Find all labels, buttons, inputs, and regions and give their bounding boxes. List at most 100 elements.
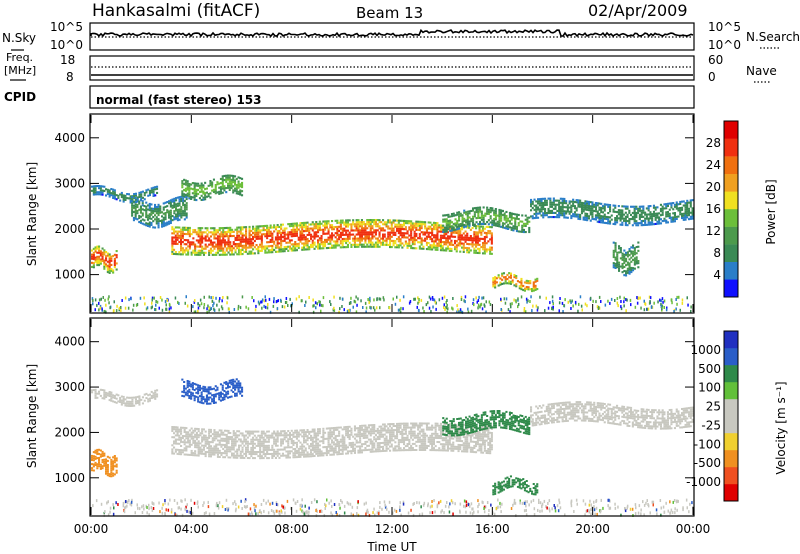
- cell: [194, 253, 197, 256]
- cell: [238, 244, 241, 247]
- speckle: [425, 303, 428, 307]
- cell: [540, 210, 543, 213]
- speckle: [154, 308, 157, 312]
- cell: [408, 220, 411, 223]
- cell: [476, 235, 479, 238]
- cell: [195, 432, 198, 434]
- speckle: [644, 302, 647, 306]
- cell: [575, 201, 578, 204]
- cell: [216, 237, 219, 240]
- cell: [619, 217, 622, 220]
- cell: [206, 235, 209, 238]
- cell: [218, 443, 221, 446]
- cell: [267, 232, 270, 235]
- cell: [331, 228, 334, 231]
- cell: [528, 220, 531, 223]
- cell: [205, 388, 208, 391]
- cell: [566, 204, 569, 207]
- cell: [113, 459, 116, 462]
- cell: [425, 229, 428, 232]
- cell: [106, 252, 109, 255]
- cell: [327, 232, 330, 235]
- cell: [531, 215, 534, 218]
- cell: [601, 207, 604, 210]
- cell: [185, 253, 188, 256]
- speckle: [213, 301, 215, 305]
- cell: [420, 247, 423, 250]
- cell: [287, 235, 290, 238]
- cell: [266, 430, 269, 433]
- cell: [262, 436, 265, 439]
- cell: [201, 448, 204, 451]
- cell: [537, 198, 540, 201]
- cell: [180, 241, 183, 244]
- cell: [188, 187, 191, 190]
- cell: [131, 200, 134, 203]
- cell: [208, 441, 211, 443]
- cell: [136, 200, 139, 203]
- cell: [382, 239, 385, 242]
- cell: [227, 456, 230, 459]
- cell: [148, 207, 151, 210]
- cell: [432, 234, 435, 237]
- cell: [185, 247, 188, 250]
- cell: [99, 252, 102, 255]
- cell: [415, 224, 418, 227]
- speckle: [364, 301, 367, 305]
- cell: [290, 249, 293, 252]
- cell: [212, 393, 215, 396]
- cell: [329, 224, 332, 227]
- cell: [234, 181, 237, 184]
- speckle: [184, 301, 186, 305]
- cell: [614, 217, 617, 220]
- cell: [206, 233, 209, 236]
- cell: [257, 250, 260, 253]
- cell: [110, 473, 113, 476]
- cell: [422, 247, 425, 250]
- cell: [245, 448, 248, 451]
- cell: [556, 214, 559, 217]
- cell: [162, 222, 165, 225]
- cell: [533, 212, 536, 215]
- cell: [108, 189, 111, 192]
- cell: [315, 227, 318, 230]
- cell: [306, 240, 309, 243]
- cell: [524, 214, 527, 217]
- cell: [367, 237, 370, 240]
- speckle: [233, 308, 236, 311]
- cell: [503, 218, 506, 221]
- cell: [522, 228, 525, 231]
- cell: [647, 213, 650, 216]
- cell: [637, 262, 640, 265]
- cell: [396, 238, 399, 241]
- cell: [318, 247, 321, 250]
- cell: [424, 223, 427, 226]
- cell: [563, 202, 566, 205]
- cell: [195, 444, 198, 447]
- cell: [248, 246, 251, 249]
- cell: [675, 201, 678, 204]
- cell: [559, 197, 562, 200]
- cell: [98, 457, 101, 459]
- cell: [152, 186, 155, 189]
- speckle: [417, 296, 419, 300]
- cell: [439, 228, 442, 231]
- cell: [294, 234, 297, 237]
- cell: [483, 227, 486, 230]
- speckle: [630, 303, 632, 307]
- cell: [612, 262, 615, 265]
- cell: [262, 444, 265, 447]
- cell: [517, 230, 520, 233]
- cell: [266, 235, 269, 238]
- cell: [346, 229, 349, 232]
- cell: [392, 231, 395, 234]
- cell: [187, 239, 190, 242]
- cell: [389, 241, 392, 244]
- cell: [235, 386, 238, 389]
- cell: [134, 203, 137, 206]
- cell: [281, 235, 284, 238]
- cell: [672, 208, 675, 211]
- cell: [594, 206, 597, 209]
- cell: [315, 233, 318, 236]
- cell: [173, 206, 176, 209]
